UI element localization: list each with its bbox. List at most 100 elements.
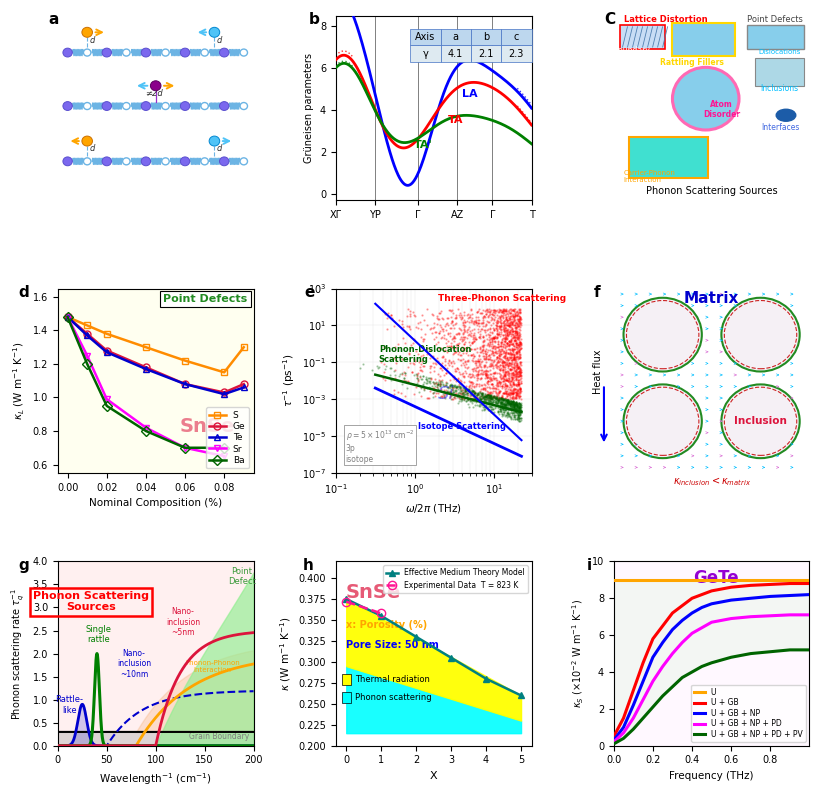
Point — [428, 390, 441, 403]
Point — [505, 330, 518, 342]
Point — [501, 374, 515, 387]
Point — [506, 396, 520, 408]
Point — [499, 378, 512, 391]
Line: Experimental Data  T = 823 K: Experimental Data T = 823 K — [342, 597, 386, 618]
Point — [484, 400, 497, 413]
Point — [470, 391, 483, 403]
Point — [407, 337, 420, 349]
Point — [491, 388, 504, 400]
Point — [411, 368, 424, 381]
Point — [474, 388, 487, 400]
Point — [506, 371, 519, 383]
Point — [420, 347, 434, 360]
Point — [434, 378, 448, 390]
Point — [473, 345, 487, 358]
Point — [485, 374, 498, 386]
Point — [511, 333, 525, 345]
Point — [475, 354, 488, 367]
Point — [487, 403, 500, 415]
Point — [461, 382, 474, 395]
Point — [444, 304, 457, 316]
Point — [458, 385, 472, 397]
Point — [469, 311, 482, 323]
Point — [505, 309, 518, 322]
Point — [491, 405, 505, 418]
Point — [494, 396, 507, 408]
Point — [445, 316, 458, 328]
Point — [449, 345, 463, 358]
Point — [383, 362, 396, 374]
Point — [510, 346, 523, 359]
Point — [497, 323, 510, 335]
Point — [420, 374, 434, 386]
Point — [505, 356, 518, 368]
Point — [479, 348, 492, 360]
Point — [514, 316, 527, 328]
Point — [479, 393, 492, 406]
Point — [513, 399, 526, 411]
Point — [473, 343, 487, 356]
Point — [508, 398, 521, 411]
Point — [466, 375, 479, 388]
Point — [496, 374, 510, 387]
Point — [473, 357, 487, 370]
Point — [502, 396, 515, 408]
Point — [496, 320, 510, 333]
Point — [489, 391, 502, 403]
Point — [496, 403, 510, 415]
Point — [488, 396, 501, 408]
Point — [487, 324, 501, 337]
Point — [496, 398, 509, 411]
Point — [434, 362, 448, 374]
Point — [498, 317, 511, 330]
Point — [396, 321, 409, 334]
Point — [461, 309, 474, 322]
Point — [503, 338, 516, 351]
Point — [471, 361, 484, 374]
Point — [473, 330, 487, 342]
Point — [498, 349, 511, 362]
Point — [498, 331, 511, 344]
Point — [510, 399, 523, 411]
Point — [411, 373, 425, 385]
Point — [445, 340, 458, 352]
Point — [483, 352, 496, 365]
U + GB + NP — [667, 625, 677, 634]
Point — [504, 400, 517, 412]
Point — [477, 383, 490, 396]
U + GB + NP — [648, 652, 657, 662]
Point — [513, 376, 526, 389]
Point — [513, 337, 526, 349]
Point — [510, 403, 524, 416]
Point — [456, 334, 469, 346]
Point — [495, 317, 508, 330]
Point — [449, 387, 463, 400]
Point — [453, 345, 466, 358]
Point — [496, 345, 510, 358]
Point — [511, 319, 525, 332]
Point — [482, 394, 496, 407]
Point — [498, 321, 511, 334]
Point — [514, 356, 527, 368]
Point — [490, 361, 503, 374]
Point — [418, 382, 431, 394]
Point — [500, 365, 513, 378]
Point — [480, 345, 493, 358]
Point — [454, 359, 468, 371]
Point — [420, 341, 434, 354]
Point — [510, 359, 523, 371]
Point — [498, 313, 511, 326]
Point — [503, 374, 516, 386]
Point — [514, 400, 527, 413]
Point — [479, 392, 492, 405]
Point — [458, 375, 471, 388]
Y-axis label: $\kappa_L$ (W m$^{-1}$ K$^{-1}$): $\kappa_L$ (W m$^{-1}$ K$^{-1}$) — [12, 341, 27, 420]
Point — [482, 305, 496, 318]
Point — [457, 359, 470, 371]
Point — [497, 324, 510, 337]
Text: Rattle-
like: Rattle- like — [55, 696, 83, 714]
Point — [448, 318, 461, 330]
Point — [501, 369, 515, 382]
Point — [502, 356, 515, 369]
Point — [494, 370, 507, 382]
